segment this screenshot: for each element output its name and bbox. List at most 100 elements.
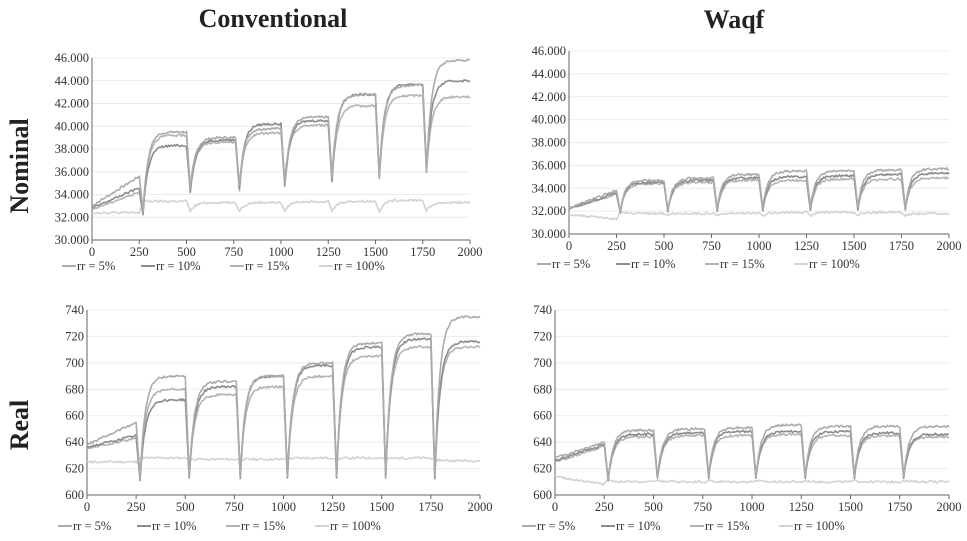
x-tick-label: 500 <box>655 239 674 253</box>
y-tick-label: 36.000 <box>532 158 566 172</box>
series-line-1 <box>554 423 950 481</box>
series-line-2 <box>554 429 950 482</box>
series-line-4 <box>86 456 480 464</box>
y-tick-label: 620 <box>533 462 552 476</box>
y-tick-label: 700 <box>533 356 552 370</box>
series-line-3 <box>91 93 471 216</box>
row-title-real: Real <box>5 400 34 451</box>
legend-label: rr = 100% <box>330 519 381 533</box>
legend-label: rr = 10% <box>152 519 197 533</box>
y-tick-label: 680 <box>533 382 552 396</box>
legend-label: rr = 15% <box>241 519 286 533</box>
x-tick-label: 2000 <box>458 245 483 259</box>
legend-label: rr = 15% <box>720 257 765 271</box>
y-tick-label: 720 <box>65 329 84 343</box>
y-tick-label: 34.000 <box>532 181 566 195</box>
x-tick-label: 500 <box>176 500 195 514</box>
x-tick-label: 750 <box>225 500 244 514</box>
x-tick-label: 2000 <box>468 500 493 514</box>
legend-label: rr = 100% <box>809 257 860 271</box>
series-line-1 <box>91 58 471 213</box>
y-tick-label: 40.000 <box>532 113 566 127</box>
panel-3: 600 620 640 660 680 700 720 740 0 250 500 750 1000 12… <box>58 303 493 533</box>
y-tick-label: 34.000 <box>55 188 89 202</box>
y-tick-label: 46.000 <box>532 44 566 58</box>
panel-1: 30.000 32.000 34.000 36.000 38.000 40.000 42.0… <box>55 51 483 273</box>
legend-label: rr = 5% <box>537 519 575 533</box>
y-tick-label: 660 <box>65 409 84 423</box>
y-tick-label: 740 <box>65 303 84 317</box>
series-line-1 <box>568 166 950 213</box>
x-tick-label: 250 <box>127 500 146 514</box>
x-tick-label: 0 <box>552 500 558 514</box>
y-tick-label: 42.000 <box>55 97 89 111</box>
x-tick-label: 250 <box>595 500 614 514</box>
series-line-1 <box>86 315 481 480</box>
y-tick-label: 700 <box>65 356 84 370</box>
y-tick-label: 640 <box>533 435 552 449</box>
y-tick-label: 720 <box>533 329 552 343</box>
y-tick-label: 640 <box>65 435 84 449</box>
x-tick-label: 0 <box>89 245 95 259</box>
y-tick-label: 740 <box>533 303 552 317</box>
x-tick-label: 0 <box>566 239 572 253</box>
y-tick-label: 42.000 <box>532 90 566 104</box>
x-tick-label: 1750 <box>887 500 912 514</box>
x-tick-label: 1750 <box>418 500 443 514</box>
x-tick-label: 1500 <box>369 500 394 514</box>
panel-2: 30.000 32.000 34.000 36.000 38.000 40.000 42.0… <box>532 44 962 271</box>
y-tick-label: 40.000 <box>55 119 89 133</box>
x-tick-label: 1250 <box>789 500 814 514</box>
x-tick-label: 0 <box>84 500 90 514</box>
x-tick-label: 1000 <box>740 500 765 514</box>
x-tick-label: 1500 <box>842 239 867 253</box>
y-tick-label: 38.000 <box>532 136 566 150</box>
series-line-4 <box>568 210 950 221</box>
x-tick-label: 1750 <box>889 239 914 253</box>
x-tick-label: 2000 <box>937 500 962 514</box>
x-tick-label: 500 <box>644 500 663 514</box>
x-tick-label: 1000 <box>747 239 772 253</box>
y-tick-label: 32.000 <box>55 210 89 224</box>
x-tick-label: 250 <box>607 239 626 253</box>
y-tick-label: 30.000 <box>55 233 89 247</box>
y-tick-label: 46.000 <box>55 51 89 65</box>
panel-4: 600 620 640 660 680 700 720 740 0 250 500 750 1000 12… <box>522 303 962 533</box>
x-tick-label: 1000 <box>269 245 294 259</box>
x-tick-label: 750 <box>693 500 712 514</box>
y-tick-label: 660 <box>533 409 552 423</box>
y-tick-label: 680 <box>65 382 84 396</box>
y-tick-label: 30.000 <box>532 227 566 241</box>
y-tick-label: 620 <box>65 462 84 476</box>
legend-label: rr = 5% <box>552 257 590 271</box>
legend-label: rr = 100% <box>794 519 845 533</box>
series-line-2 <box>86 337 481 482</box>
y-tick-label: 32.000 <box>532 204 566 218</box>
y-tick-label: 600 <box>533 488 552 502</box>
x-tick-label: 250 <box>130 245 149 259</box>
x-tick-label: 750 <box>702 239 721 253</box>
x-tick-label: 1250 <box>794 239 819 253</box>
series-line-2 <box>91 79 471 215</box>
legend-label: rr = 5% <box>77 259 115 273</box>
y-tick-label: 36.000 <box>55 165 89 179</box>
legend-label: rr = 15% <box>245 259 290 273</box>
x-tick-label: 1250 <box>320 500 345 514</box>
legend-label: rr = 10% <box>616 519 661 533</box>
column-title-conventional: Conventional <box>199 4 348 33</box>
y-tick-label: 44.000 <box>532 67 566 81</box>
row-title-nominal: Nominal <box>5 118 34 213</box>
legend-label: rr = 10% <box>156 259 201 273</box>
legend-label: rr = 10% <box>631 257 676 271</box>
y-tick-label: 44.000 <box>55 74 89 88</box>
x-tick-label: 1250 <box>316 245 341 259</box>
series-line-2 <box>568 171 950 214</box>
legend-label: rr = 100% <box>334 259 385 273</box>
x-tick-label: 1000 <box>271 500 296 514</box>
legend-label: rr = 5% <box>73 519 111 533</box>
x-tick-label: 500 <box>177 245 196 259</box>
x-tick-label: 1500 <box>838 500 863 514</box>
legend-label: rr = 15% <box>705 519 750 533</box>
x-tick-label: 750 <box>224 245 243 259</box>
